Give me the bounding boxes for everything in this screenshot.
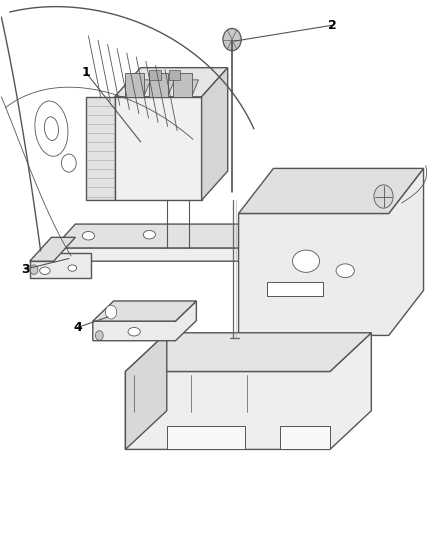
- Polygon shape: [86, 97, 115, 200]
- Text: 2: 2: [328, 19, 336, 32]
- Polygon shape: [93, 301, 196, 341]
- Circle shape: [223, 28, 241, 51]
- Polygon shape: [149, 80, 175, 97]
- Circle shape: [95, 330, 103, 340]
- Ellipse shape: [40, 267, 50, 274]
- Polygon shape: [280, 425, 330, 449]
- Polygon shape: [115, 68, 228, 97]
- Polygon shape: [149, 70, 161, 80]
- Polygon shape: [125, 333, 371, 449]
- Circle shape: [374, 185, 393, 208]
- Polygon shape: [53, 224, 280, 261]
- Polygon shape: [239, 168, 424, 335]
- Ellipse shape: [143, 230, 155, 239]
- Polygon shape: [125, 73, 144, 97]
- Polygon shape: [239, 168, 424, 214]
- Circle shape: [30, 265, 38, 274]
- Polygon shape: [30, 253, 91, 278]
- Circle shape: [106, 305, 117, 319]
- Polygon shape: [267, 282, 323, 296]
- Ellipse shape: [68, 265, 77, 271]
- Polygon shape: [167, 425, 245, 449]
- Polygon shape: [149, 73, 168, 97]
- Polygon shape: [125, 333, 371, 372]
- Text: 1: 1: [82, 67, 91, 79]
- Polygon shape: [125, 80, 151, 97]
- Ellipse shape: [82, 231, 95, 240]
- Polygon shape: [93, 301, 196, 321]
- Polygon shape: [169, 70, 180, 80]
- Polygon shape: [115, 97, 201, 200]
- Polygon shape: [201, 68, 228, 200]
- Text: 4: 4: [73, 321, 82, 334]
- Polygon shape: [53, 224, 280, 248]
- Polygon shape: [173, 73, 191, 97]
- Ellipse shape: [293, 250, 320, 272]
- Polygon shape: [173, 80, 198, 97]
- Polygon shape: [125, 333, 167, 449]
- Ellipse shape: [336, 264, 354, 278]
- Text: 3: 3: [21, 263, 30, 276]
- Polygon shape: [30, 237, 75, 261]
- Ellipse shape: [128, 327, 140, 336]
